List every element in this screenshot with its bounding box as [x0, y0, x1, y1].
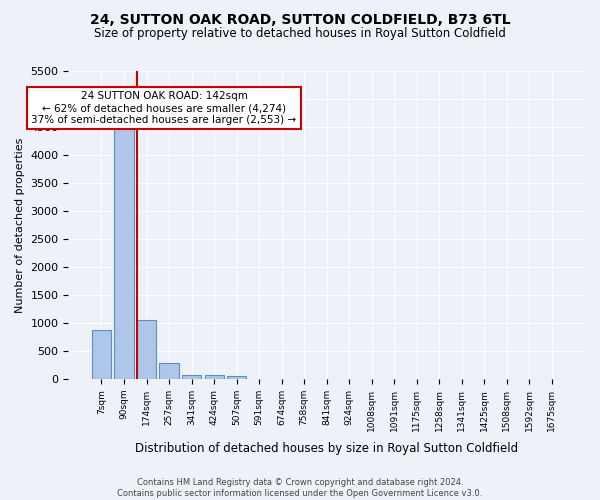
Text: 24, SUTTON OAK ROAD, SUTTON COLDFIELD, B73 6TL: 24, SUTTON OAK ROAD, SUTTON COLDFIELD, B… [89, 12, 511, 26]
Bar [160, 363, 179, 379]
Bar [205, 375, 224, 379]
Bar [182, 374, 201, 379]
Bar [137, 320, 156, 379]
Text: Size of property relative to detached houses in Royal Sutton Coldfield: Size of property relative to detached ho… [94, 28, 506, 40]
Bar [92, 330, 111, 379]
Bar [227, 376, 246, 379]
Text: Contains HM Land Registry data © Crown copyright and database right 2024.
Contai: Contains HM Land Registry data © Crown c… [118, 478, 482, 498]
Bar [115, 124, 134, 379]
Text: 24 SUTTON OAK ROAD: 142sqm
← 62% of detached houses are smaller (4,274)
37% of s: 24 SUTTON OAK ROAD: 142sqm ← 62% of deta… [31, 92, 296, 124]
X-axis label: Distribution of detached houses by size in Royal Sutton Coldfield: Distribution of detached houses by size … [135, 442, 518, 455]
Y-axis label: Number of detached properties: Number of detached properties [15, 138, 25, 313]
